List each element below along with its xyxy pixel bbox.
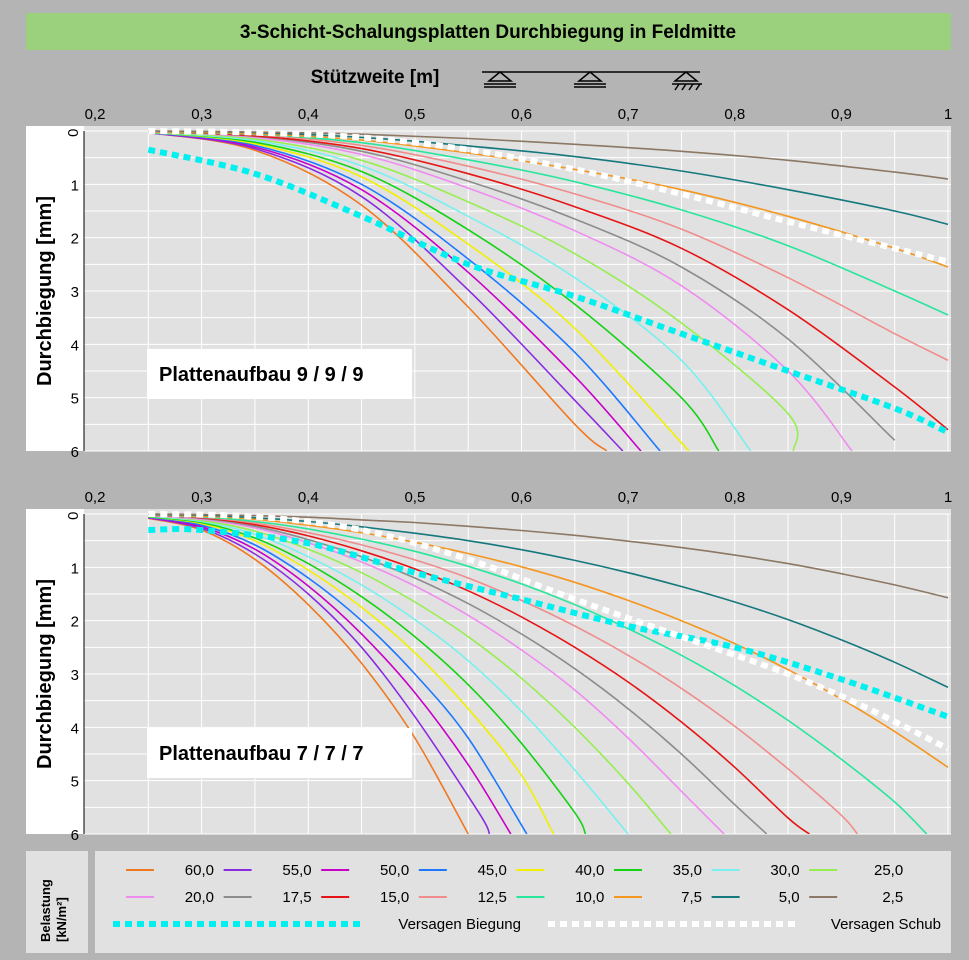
- annotation-box: [147, 728, 412, 778]
- series-line-25-0: [148, 514, 672, 834]
- x-tick-label: 0,8: [724, 489, 745, 506]
- y-tick-label: 0: [64, 512, 81, 520]
- x-axis-title: Stützweite [m]: [311, 67, 440, 88]
- y-axis-area: [26, 509, 84, 834]
- legend-box: [95, 851, 951, 953]
- series-line-30-0: [148, 131, 752, 451]
- legend-label-versagen-biegung: Versagen Biegung: [398, 916, 521, 933]
- y-axis-title: Durchbiegung [mm]: [34, 579, 56, 769]
- legend-title-box: [26, 851, 88, 953]
- series-line-versagen-biegung: [148, 526, 950, 720]
- y-tick-label: 4: [71, 337, 79, 354]
- y-axis-area: [26, 126, 84, 451]
- x-tick-label: 0,4: [298, 489, 319, 506]
- y-tick-label: 4: [71, 720, 79, 737]
- chart-9-9-9: 0,2 0,3 0,4 0,5 0,6 0,7 0,8 0,9 1 0 1 2 3 4 5 6 Durchbie…: [26, 106, 952, 461]
- y-tick-label: 6: [71, 827, 79, 844]
- legend-items: 60,0 55,0 50,0 45,0 40,0 35,0 30,0 25,0 20,0 17,5…: [113, 862, 941, 933]
- x-tick-label: 0,4: [298, 106, 319, 123]
- series-lines: [148, 511, 950, 834]
- series-line-versagen-schub: [148, 128, 949, 265]
- series-line-35-0: [148, 131, 720, 451]
- x-tick-label: 0,2: [85, 106, 106, 123]
- x-tick-label: 0,3: [191, 489, 212, 506]
- legend-label: 2,5: [882, 889, 903, 906]
- series-line-15-0: [148, 130, 949, 431]
- series-line-20-0: [148, 130, 853, 451]
- legend-label: 60,0: [185, 862, 214, 879]
- x-tick-label: 1: [944, 106, 952, 123]
- series-line-45-0: [148, 131, 661, 451]
- series-line-15-0: [148, 514, 810, 834]
- legend-label: 35,0: [673, 862, 702, 879]
- series-line-40-0: [148, 131, 690, 451]
- y-tick-label: 5: [71, 774, 79, 791]
- series-line-17-5: [148, 514, 768, 834]
- figure-title: 3-Schicht-Schalungsplatten Durchbiegung …: [240, 22, 736, 43]
- x-tick-label: 0,6: [511, 106, 532, 123]
- plot-area: [26, 509, 951, 834]
- series-line-30-0: [148, 515, 629, 834]
- legend-label: 30,0: [770, 862, 799, 879]
- legend-label: 45,0: [478, 862, 507, 879]
- series-line-12-5: [148, 130, 949, 362]
- series-line-25-0: [148, 131, 799, 451]
- x-tick-label: 0,5: [404, 106, 425, 123]
- x-tick-label: 1: [944, 489, 952, 506]
- y-tick-label: 2: [71, 614, 79, 631]
- legend-label: 40,0: [575, 862, 604, 879]
- legend: Belastung [kN/m²] 60,0 55,0 50,0 45,0 40,0 35…: [26, 851, 951, 953]
- x-tick-label: 0,7: [618, 489, 639, 506]
- legend-label: 10,0: [575, 889, 604, 906]
- beam-support-icon: [482, 71, 702, 91]
- legend-title-line1: Belastung: [38, 879, 53, 942]
- legend-title-line2: [kN/m²]: [54, 897, 69, 942]
- y-tick-label: 1: [71, 177, 79, 194]
- y-tick-label: 2: [71, 231, 79, 248]
- series-line-50-0: [148, 131, 642, 451]
- series-line-60-0: [148, 131, 608, 451]
- y-tick-label: 3: [71, 284, 79, 301]
- legend-label: 17,5: [282, 889, 311, 906]
- x-tick-label: 0,9: [831, 106, 852, 123]
- legend-label: 50,0: [380, 862, 409, 879]
- legend-label-versagen-schub: Versagen Schub: [831, 916, 941, 933]
- annotation-box: [147, 349, 412, 399]
- x-tick-label: 0,8: [724, 106, 745, 123]
- series-lines: [147, 128, 950, 451]
- x-tick-label: 0,6: [511, 489, 532, 506]
- series-line-versagen-schub: [148, 511, 950, 752]
- y-tick-label: 1: [71, 560, 79, 577]
- series-line-20-0: [148, 514, 725, 834]
- legend-label: 7,5: [681, 889, 702, 906]
- x-tick-label: 0,9: [831, 489, 852, 506]
- y-tick-label: 0: [64, 129, 81, 137]
- y-tick-label: 6: [71, 444, 79, 461]
- x-tick-label: 0,2: [85, 489, 106, 506]
- x-tick-label: 0,3: [191, 106, 212, 123]
- series-line-10-0: [148, 513, 928, 834]
- legend-label: 55,0: [282, 862, 311, 879]
- legend-label: 20,0: [185, 889, 214, 906]
- x-tick-label: 0,5: [404, 489, 425, 506]
- panel-annotation: Plattenaufbau 9 / 9 / 9: [159, 364, 364, 386]
- legend-label: 25,0: [874, 862, 903, 879]
- legend-label: 12,5: [478, 889, 507, 906]
- legend-label: 5,0: [779, 889, 800, 906]
- plot-area: [26, 126, 951, 451]
- y-tick-label: 5: [71, 391, 79, 408]
- y-tick-label: 3: [71, 667, 79, 684]
- legend-label: 15,0: [380, 889, 409, 906]
- x-tick-label: 0,7: [618, 106, 639, 123]
- title-band: [26, 13, 951, 50]
- y-axis-title: Durchbiegung [mm]: [34, 196, 56, 386]
- series-line-versagen-biegung: [147, 146, 950, 436]
- panel-annotation: Plattenaufbau 7 / 7 / 7: [159, 743, 364, 765]
- chart-7-7-7: 0,2 0,3 0,4 0,5 0,6 0,7 0,8 0,9 1 0 1 2 3 4 5 6 Durchbie…: [26, 489, 952, 844]
